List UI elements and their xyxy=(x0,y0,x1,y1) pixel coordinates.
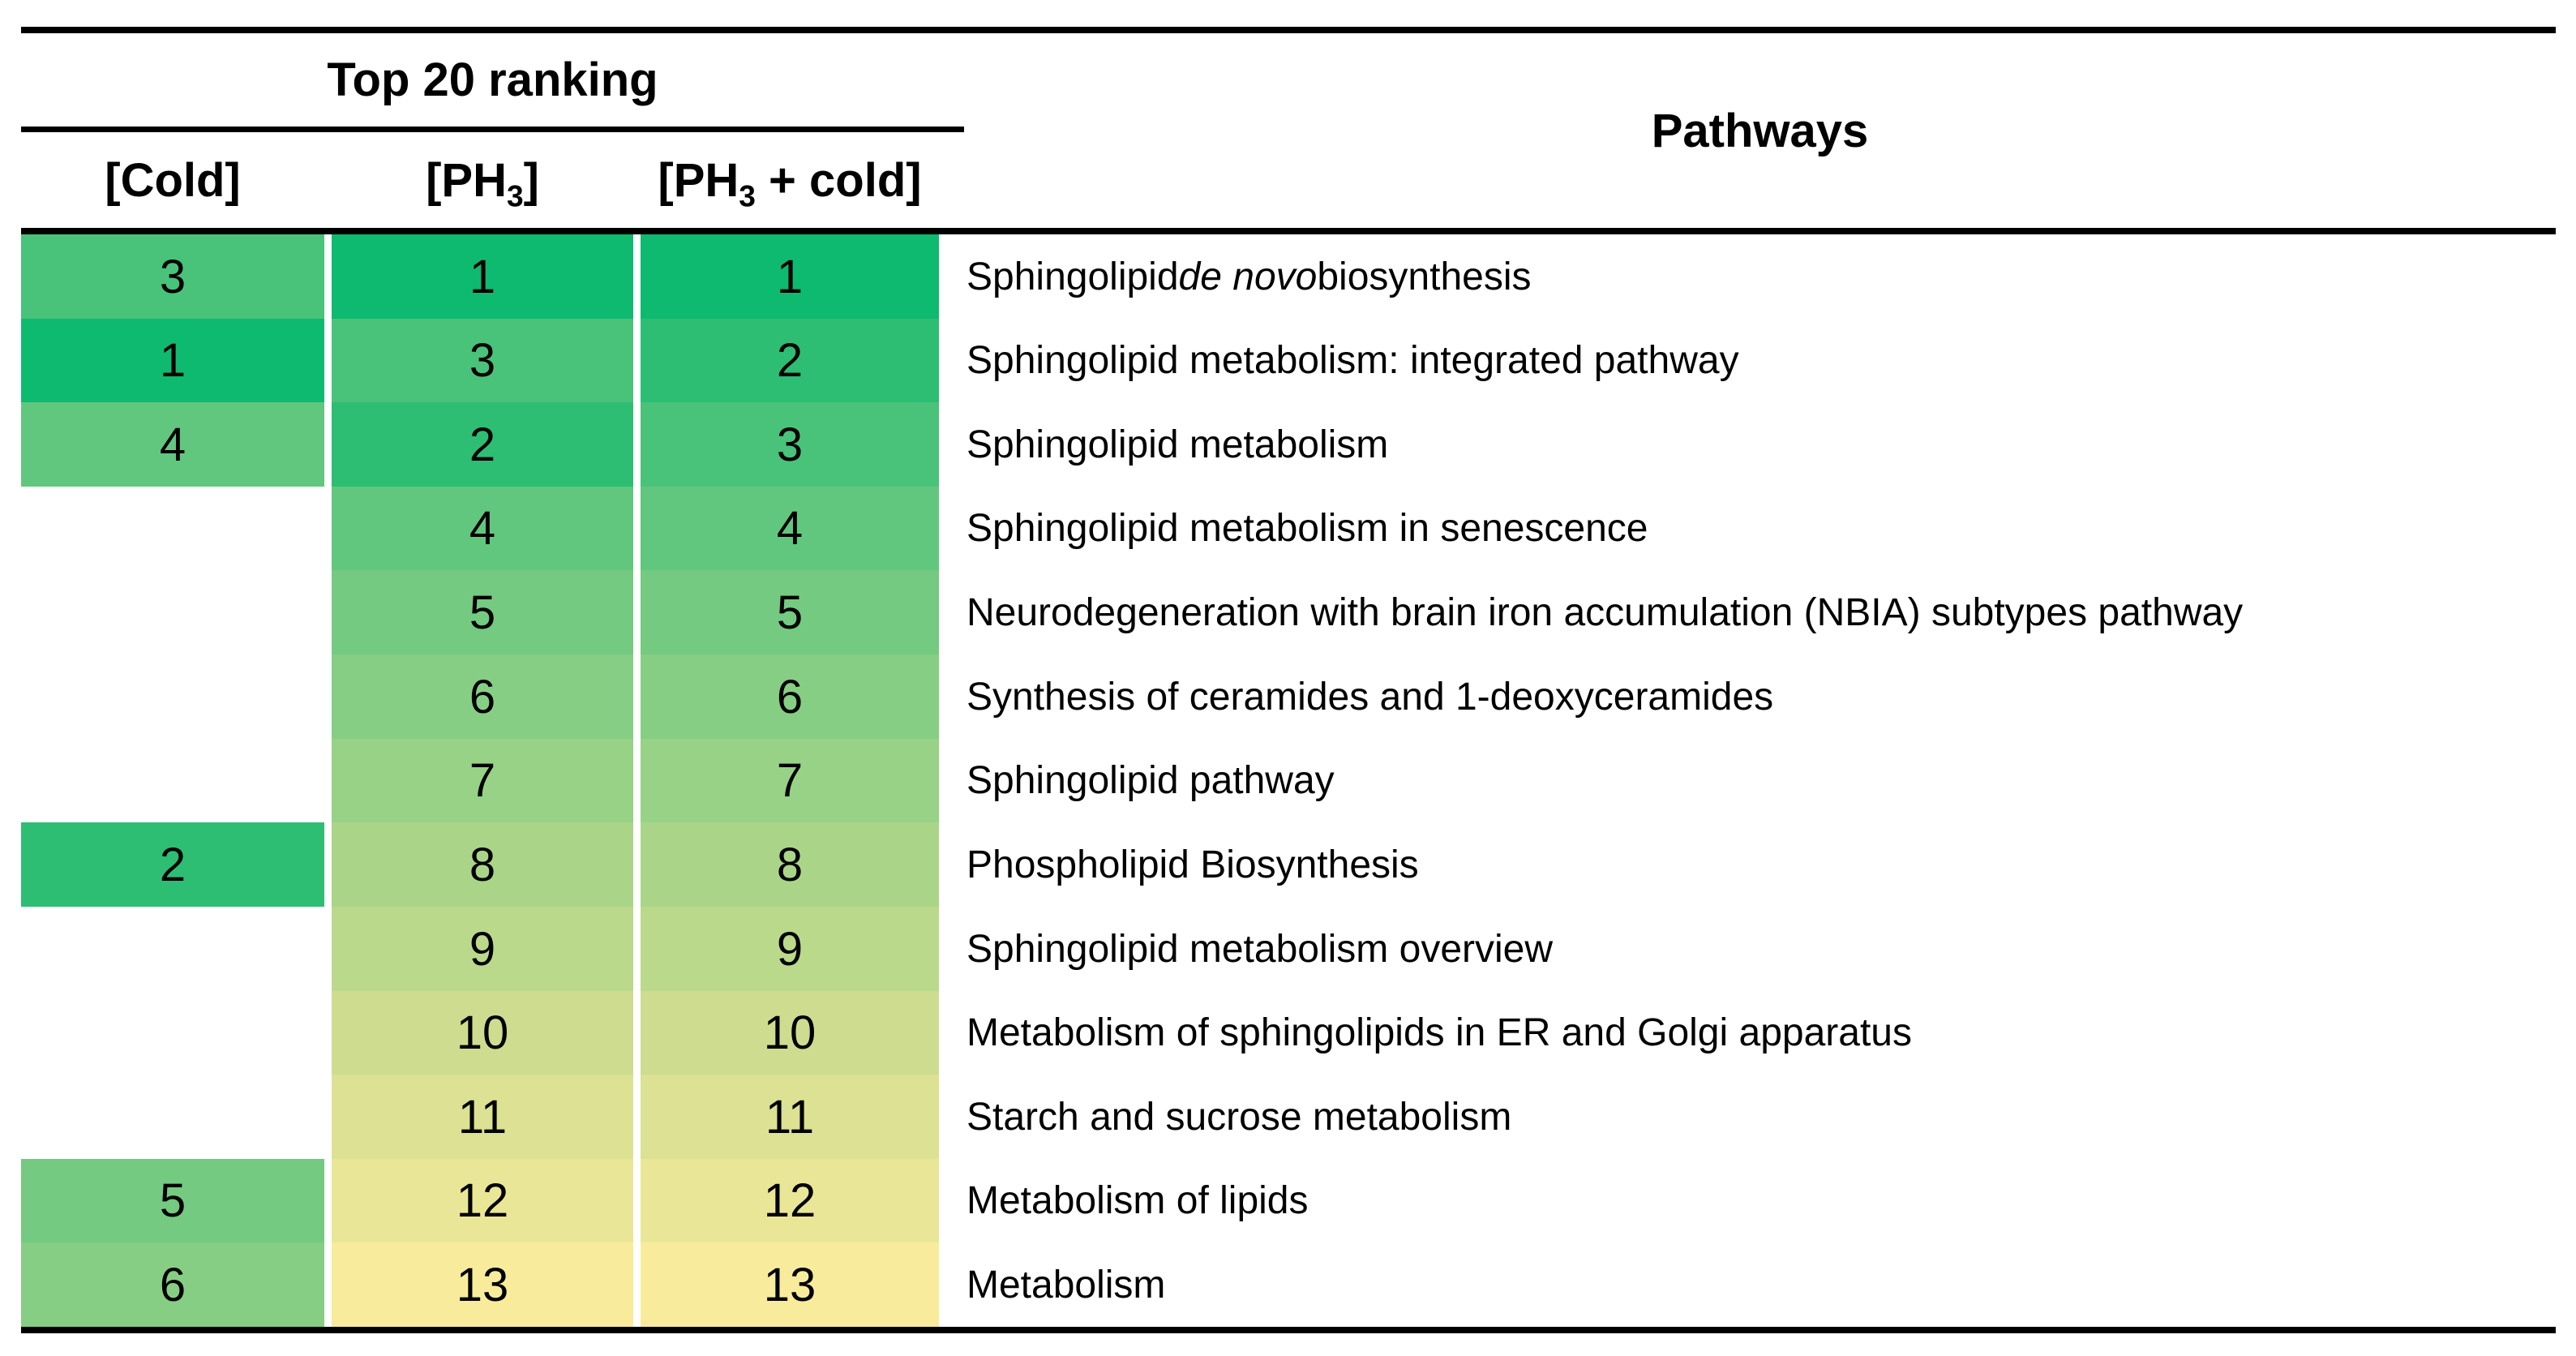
column-header-ph3-cold: [PH3 + cold] xyxy=(641,132,939,228)
ph3-cold-rank-cell: 3 xyxy=(641,402,939,487)
ph3-rank-cell: 4 xyxy=(332,487,633,570)
ph3-cold-rank-cell: 6 xyxy=(641,654,939,739)
pathway-label: Metabolism of lipids xyxy=(967,1179,1309,1222)
pathway-label: Sphingolipid metabolism overview xyxy=(967,927,1554,971)
ph3-rank-cell: 5 xyxy=(332,570,633,654)
column-header-cold: [Cold] xyxy=(21,132,324,228)
ph3-rank-cell: 3 xyxy=(332,319,633,402)
ph3-subscript: 3 xyxy=(506,178,524,213)
table-row: 5 12 12 Metabolism of lipids xyxy=(0,1159,2576,1242)
table-row: 6 6 Synthesis of ceramides and 1-deoxycera… xyxy=(0,654,2576,739)
column-header-ph3: [PH3] xyxy=(332,132,633,228)
ph3-cold-rank-cell: 8 xyxy=(641,822,939,907)
pathway-label: Synthesis of ceramides and 1-deoxycerami… xyxy=(967,675,1774,719)
header-separator-rule xyxy=(21,228,2556,234)
ph3-cold-rank-cell: 1 xyxy=(641,234,939,319)
pathways-header-text: Pathways xyxy=(1651,104,1869,157)
ph3-cold-rank-cell: 2 xyxy=(641,319,939,402)
table-row: 6 13 13 Metabolism xyxy=(0,1242,2576,1327)
cold-rank-cell: 5 xyxy=(21,1159,324,1242)
table-row: 3 1 1 Sphingolipid de novo biosynthesis xyxy=(0,234,2576,319)
group-header-text: Top 20 ranking xyxy=(327,54,658,106)
table-row: 4 4 Sphingolipid metabolism in senescence xyxy=(0,487,2576,570)
column-header-ph3-cold-text: [PH3 + cold] xyxy=(658,153,922,213)
pathway-label: Sphingolipid de novo biosynthesis xyxy=(967,255,1532,298)
ph3-rank-cell: 8 xyxy=(332,822,633,907)
table-row: 7 7 Sphingolipid pathway xyxy=(0,739,2576,822)
group-header-title: Top 20 ranking xyxy=(21,33,964,127)
pathway-label: Metabolism of sphingolipids in ER and Go… xyxy=(967,1011,1912,1054)
ph3-cold-rank-cell: 4 xyxy=(641,487,939,570)
ph3-rank-cell: 1 xyxy=(332,234,633,319)
cold-rank-cell: 4 xyxy=(21,402,324,487)
ph3-cold-rank-cell: 9 xyxy=(641,907,939,991)
column-header-ph3-text: [PH3] xyxy=(426,153,539,213)
cold-rank-cell: 6 xyxy=(21,1242,324,1327)
group-header-underline-rule xyxy=(21,127,964,132)
table-row: 2 8 8 Phospholipid Biosynthesis xyxy=(0,822,2576,907)
pathway-label: Neurodegeneration with brain iron accumu… xyxy=(967,590,2244,634)
top-rule xyxy=(21,27,2556,33)
ph3-rank-cell: 11 xyxy=(332,1075,633,1159)
pathways-header-title: Pathways xyxy=(964,33,2556,228)
ph3-cold-subscript: 3 xyxy=(739,178,756,213)
table-row: 9 9 Sphingolipid metabolism overview xyxy=(0,907,2576,991)
ph3-rank-cell: 2 xyxy=(332,402,633,487)
table-row: 11 11 Starch and sucrose metabolism xyxy=(0,1075,2576,1159)
ph3-rank-cell: 13 xyxy=(332,1242,633,1327)
pathway-label: Sphingolipid metabolism: integrated path… xyxy=(967,339,1739,382)
pathway-label: Metabolism xyxy=(967,1263,1166,1307)
ph3-cold-rank-cell: 13 xyxy=(641,1242,939,1327)
bottom-rule xyxy=(21,1327,2556,1333)
table-row: 10 10 Metabolism of sphingolipids in ER an… xyxy=(0,991,2576,1075)
ph3-cold-rank-cell: 5 xyxy=(641,570,939,654)
cold-rank-cell: 1 xyxy=(21,319,324,402)
ph3-cold-rank-cell: 11 xyxy=(641,1075,939,1159)
pathway-label: Phospholipid Biosynthesis xyxy=(967,843,1419,886)
column-header-cold-text: [Cold] xyxy=(105,153,241,207)
cold-rank-cell: 3 xyxy=(21,234,324,319)
pathway-label: Sphingolipid metabolism in senescence xyxy=(967,507,1648,550)
ph3-rank-cell: 12 xyxy=(332,1159,633,1242)
pathway-label: Sphingolipid metabolism xyxy=(967,423,1389,466)
ph3-rank-cell: 6 xyxy=(332,654,633,739)
ph3-cold-rank-cell: 10 xyxy=(641,991,939,1075)
cold-rank-cell: 2 xyxy=(21,822,324,907)
table-row: 4 2 3 Sphingolipid metabolism xyxy=(0,402,2576,487)
table-row: 1 3 2 Sphingolipid metabolism: integrated p… xyxy=(0,319,2576,402)
pathway-label: Starch and sucrose metabolism xyxy=(967,1095,1512,1139)
table-row: 5 5 Neurodegeneration with brain iron accu… xyxy=(0,570,2576,654)
ph3-cold-rank-cell: 12 xyxy=(641,1159,939,1242)
ph3-rank-cell: 9 xyxy=(332,907,633,991)
pathway-label: Sphingolipid pathway xyxy=(967,759,1335,802)
ph3-rank-cell: 10 xyxy=(332,991,633,1075)
ph3-cold-rank-cell: 7 xyxy=(641,739,939,822)
ph3-rank-cell: 7 xyxy=(332,739,633,822)
